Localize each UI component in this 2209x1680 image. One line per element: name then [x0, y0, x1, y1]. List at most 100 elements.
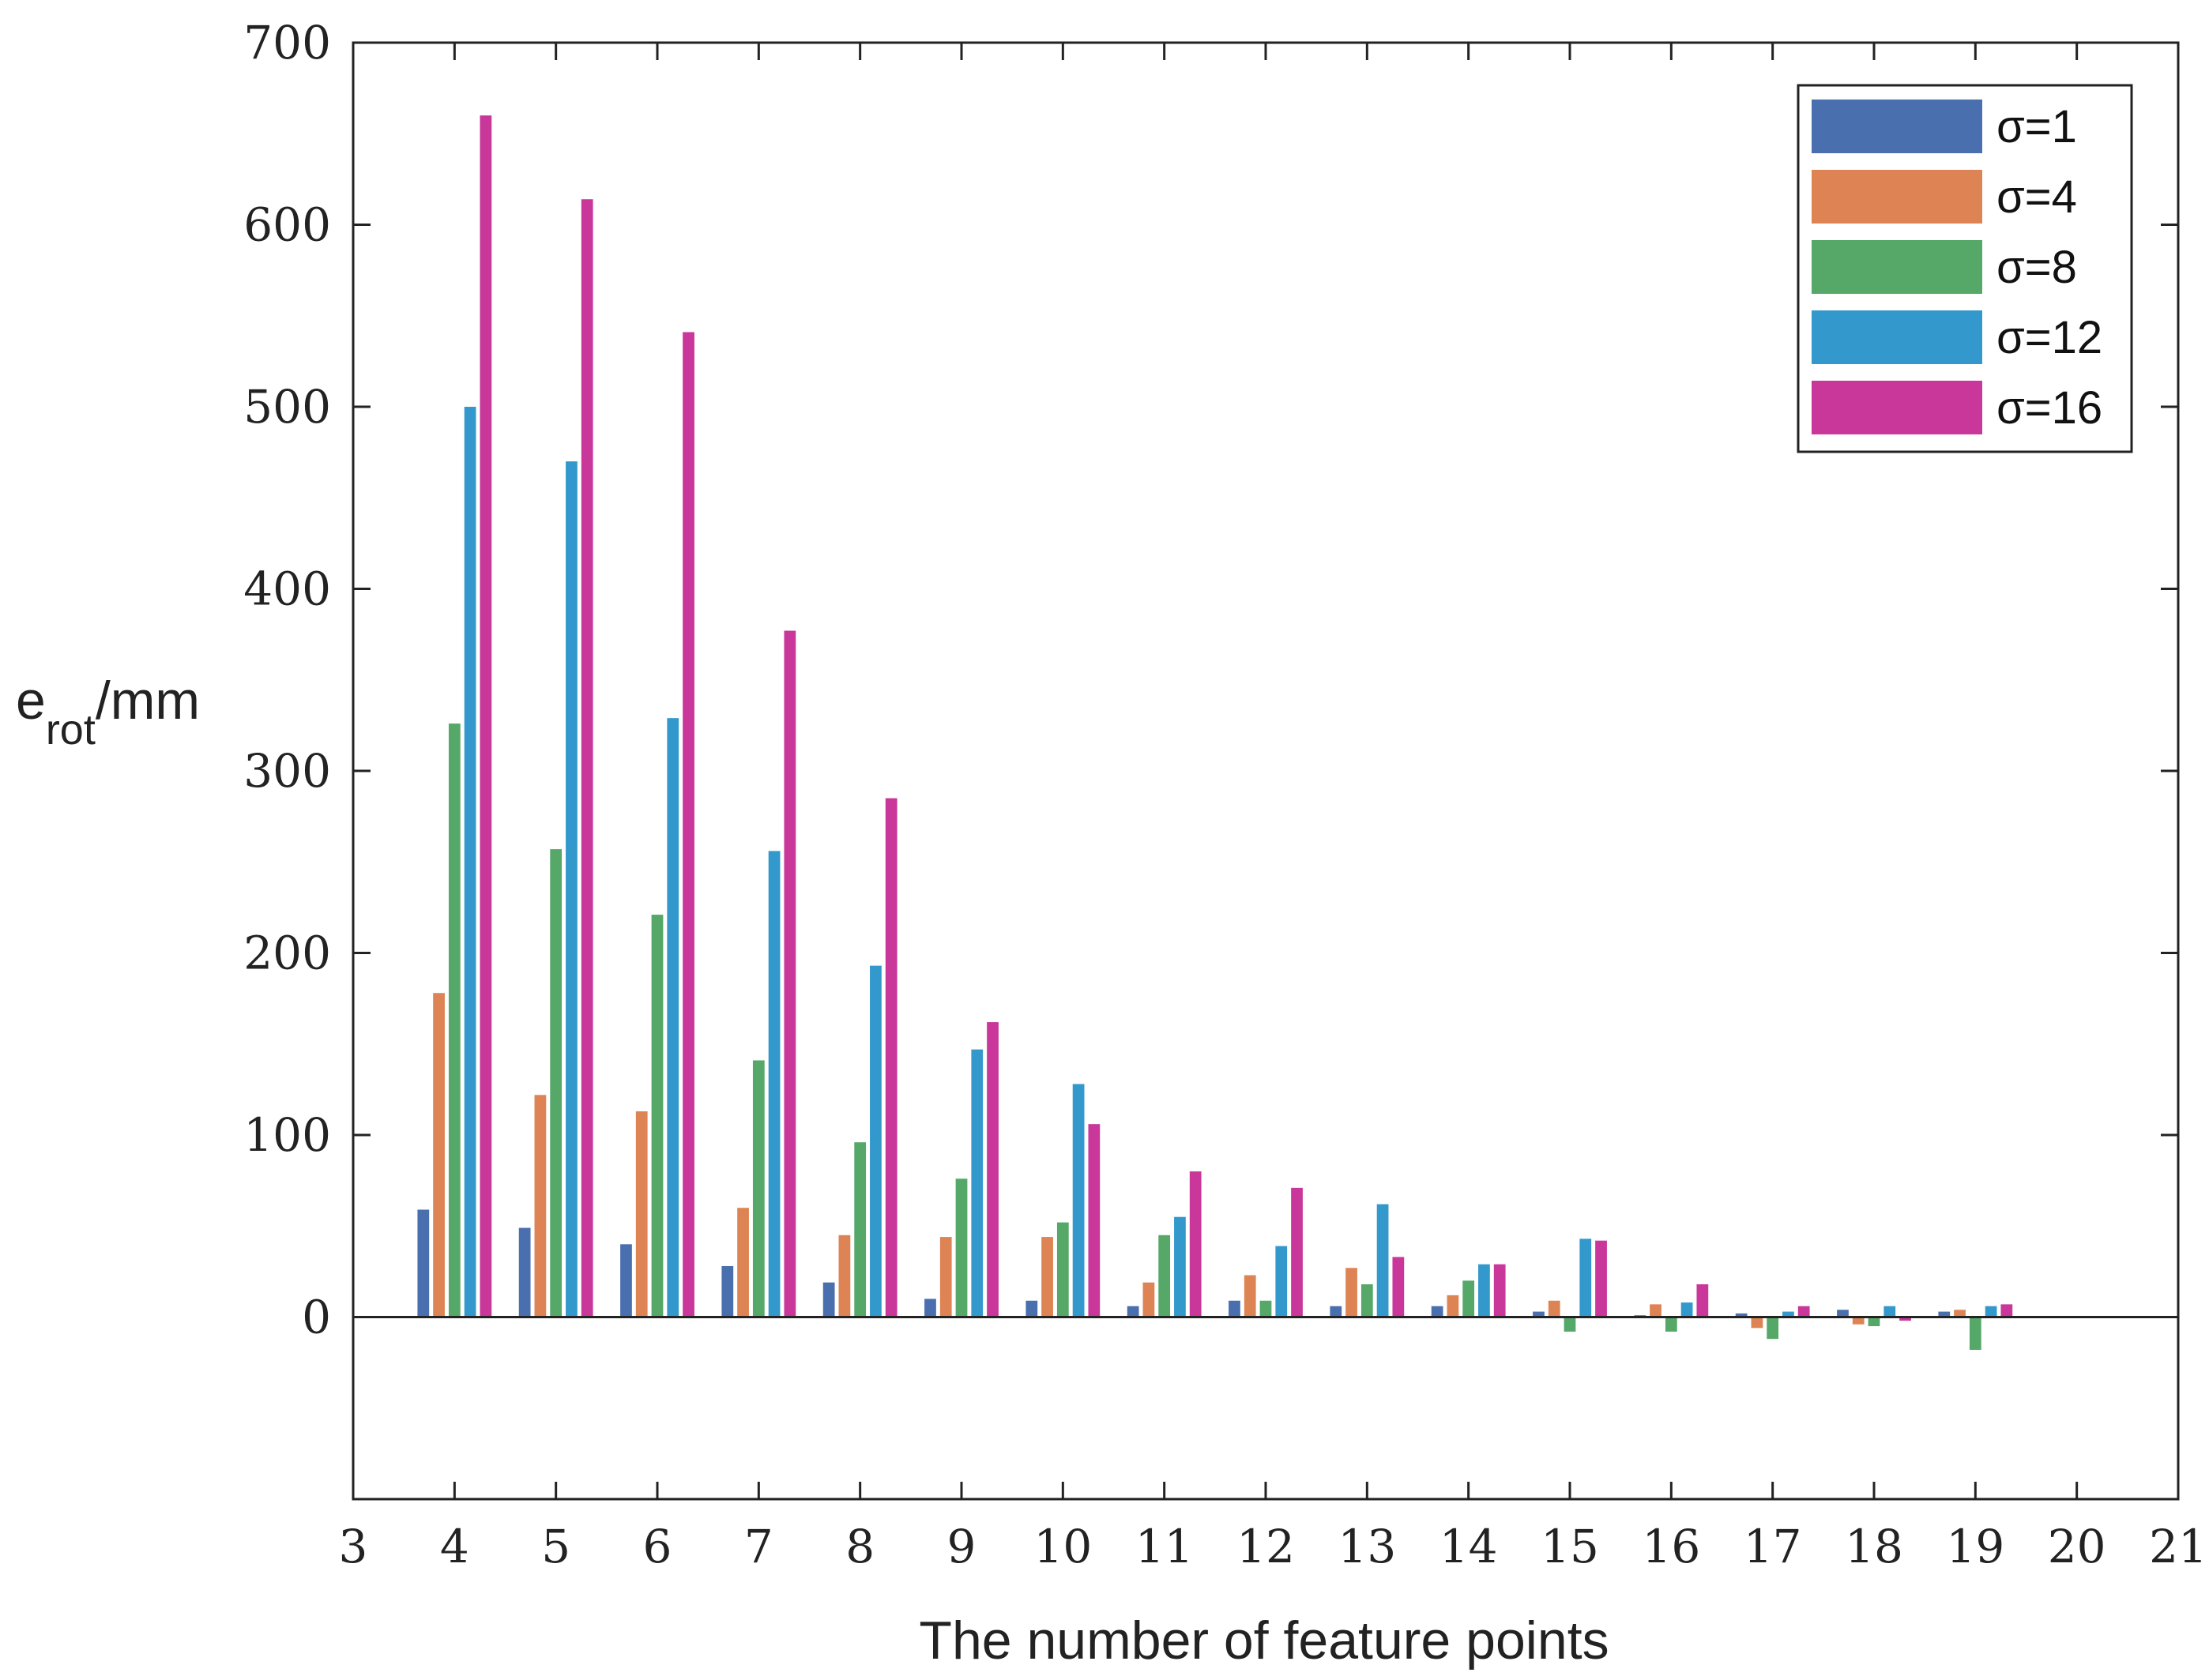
- y-tick-label: 700: [243, 16, 331, 70]
- bar: [1650, 1304, 1661, 1317]
- y-axis-ticks: 0 100 200 300 400 500 600 700: [243, 16, 2178, 1344]
- bar: [1579, 1238, 1592, 1317]
- x-tick-label: 10: [1033, 1520, 1092, 1573]
- bar: [1735, 1313, 1748, 1317]
- y-tick-label: 100: [243, 1108, 331, 1162]
- legend-label: σ=4: [1996, 171, 2077, 223]
- bar: [1462, 1280, 1475, 1317]
- bar: [433, 993, 445, 1317]
- bar: [1447, 1295, 1459, 1317]
- bar: [1797, 1306, 1810, 1317]
- bar: [464, 407, 476, 1317]
- y-tick-label: 300: [243, 744, 331, 798]
- bar: [1954, 1310, 1966, 1317]
- x-axis-title: The number of feature points: [919, 1610, 1609, 1671]
- bar: [784, 630, 796, 1317]
- bar: [1056, 1222, 1069, 1317]
- bar: [620, 1244, 632, 1317]
- bar: [1852, 1317, 1865, 1325]
- bar: [1564, 1317, 1576, 1332]
- bar: [1751, 1317, 1763, 1329]
- bar: [480, 115, 492, 1317]
- bar: [1665, 1317, 1677, 1332]
- bar: [1345, 1268, 1357, 1317]
- bar: [1259, 1300, 1272, 1317]
- bar: [955, 1178, 968, 1317]
- x-tick-label: 13: [1338, 1520, 1396, 1573]
- bar: [1041, 1237, 1053, 1317]
- bar: [635, 1111, 648, 1317]
- bar: [1158, 1235, 1171, 1317]
- bar: [1025, 1300, 1038, 1317]
- bar: [1868, 1317, 1880, 1327]
- bar: [417, 1209, 430, 1317]
- bar: [1330, 1306, 1342, 1317]
- bar: [1548, 1300, 1560, 1317]
- bar: [1142, 1282, 1155, 1317]
- y-axis-title-subscript: rot: [46, 706, 96, 754]
- x-tick-label: 11: [1135, 1520, 1194, 1573]
- bar: [1938, 1311, 1951, 1317]
- bar: [752, 1060, 765, 1317]
- bar: [1595, 1240, 1607, 1317]
- y-tick-label: 0: [302, 1291, 331, 1344]
- x-axis-ticks: 3 4 5 6 7 8 9 10 11 12 13 14 15 16 17 18 19 20 21: [339, 43, 2207, 1573]
- y-axis-title-unit: /mm: [96, 671, 200, 731]
- bar: [1072, 1084, 1085, 1317]
- x-tick-label: 21: [2149, 1520, 2207, 1573]
- x-tick-label: 15: [1541, 1520, 1599, 1573]
- bar: [1189, 1171, 1202, 1317]
- bar: [939, 1237, 952, 1317]
- bar: [1275, 1246, 1288, 1317]
- bar: [566, 461, 578, 1317]
- legend-label: σ=1: [1996, 101, 2077, 152]
- bar: [534, 1095, 547, 1317]
- x-tick-label: 3: [339, 1520, 368, 1573]
- x-tick-label: 12: [1236, 1520, 1295, 1573]
- bar: [971, 1049, 984, 1317]
- bar: [1969, 1317, 1981, 1350]
- bar: [518, 1227, 531, 1317]
- bar: [550, 849, 563, 1317]
- bar: [737, 1208, 749, 1317]
- x-tick-label: 14: [1439, 1520, 1498, 1573]
- x-tick-label: 16: [1642, 1520, 1700, 1573]
- bar: [1680, 1302, 1693, 1317]
- legend-swatch: [1812, 170, 1982, 224]
- bar: [822, 1282, 835, 1317]
- x-tick-label: 9: [947, 1520, 977, 1573]
- legend: σ=1 σ=4 σ=8 σ=12 σ=16: [1797, 84, 2133, 453]
- legend-swatch: [1812, 310, 1982, 364]
- bar: [1392, 1257, 1405, 1317]
- bar: [683, 332, 694, 1317]
- x-tick-label: 8: [845, 1520, 875, 1573]
- bar: [1985, 1306, 1997, 1317]
- bar: [1767, 1317, 1779, 1340]
- bar: [1493, 1264, 1506, 1317]
- bar: [885, 798, 898, 1317]
- x-tick-label: 19: [1946, 1520, 2004, 1573]
- x-tick-label: 7: [744, 1520, 773, 1573]
- bar: [448, 723, 461, 1317]
- y-axis-title: erot/mm: [16, 671, 200, 754]
- bar: [1782, 1311, 1794, 1317]
- bar: [1127, 1306, 1139, 1317]
- bar: [854, 1142, 867, 1317]
- bar: [1360, 1284, 1373, 1317]
- bar: [721, 1265, 734, 1317]
- bar: [1229, 1300, 1240, 1317]
- bar: [1478, 1264, 1490, 1317]
- bars-layer: [417, 115, 2013, 1350]
- bar: [1431, 1306, 1443, 1317]
- bar: [1837, 1310, 1849, 1317]
- x-tick-label: 20: [2048, 1520, 2106, 1573]
- bar: [1883, 1306, 1896, 1317]
- bar: [1088, 1124, 1101, 1317]
- x-tick-label: 18: [1845, 1520, 1903, 1573]
- legend-swatch: [1812, 381, 1982, 434]
- bar: [870, 965, 882, 1317]
- bar: [1899, 1317, 1911, 1321]
- legend-label: σ=16: [1996, 382, 2102, 434]
- y-tick-label: 600: [243, 198, 331, 252]
